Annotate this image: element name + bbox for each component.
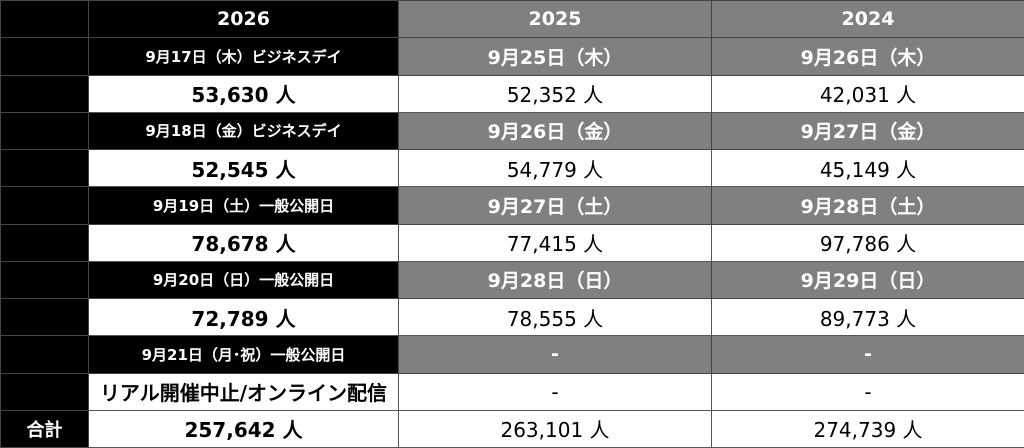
year-header: 2026 <box>88 0 399 39</box>
value-cell: 42,031 人 <box>711 74 1024 113</box>
value-row: 78,678 人 77,415 人 97,786 人 <box>0 223 1024 262</box>
value-row: 52,545 人 54,779 人 45,149 人 <box>0 148 1024 188</box>
value-cell: 52,545 人 <box>88 148 399 188</box>
side-cell <box>0 223 89 262</box>
value-cell: 97,786 人 <box>711 223 1024 262</box>
year-header: 2025 <box>398 0 712 39</box>
date-row: 9月19日（土）一般公開日 9月27日（土） 9月28日（土） <box>0 186 1024 225</box>
date-cell: 9月27日（金） <box>711 111 1024 151</box>
value-cell: リアル開催中止/オンライン配信 <box>88 372 399 411</box>
date-cell: 9月29日（日） <box>711 260 1024 300</box>
value-cell: 54,779 人 <box>398 148 712 188</box>
side-cell <box>0 37 89 76</box>
date-cell: 9月26日（金） <box>398 111 712 151</box>
side-cell <box>0 260 89 300</box>
date-cell: 9月21日（月･祝）一般公開日 <box>88 335 399 374</box>
date-cell: 9月28日（土） <box>711 186 1024 225</box>
total-label: 合計 <box>0 409 89 448</box>
header-row: 2026 2025 2024 <box>0 0 1024 39</box>
value-cell: 78,678 人 <box>88 223 399 262</box>
value-cell: - <box>711 372 1024 411</box>
date-cell: 9月17日（木）ビジネスデイ <box>88 37 399 76</box>
date-row: 9月20日（日）一般公開日 9月28日（日） 9月29日（日） <box>0 260 1024 300</box>
date-cell: 9月27日（土） <box>398 186 712 225</box>
value-cell: 52,352 人 <box>398 74 712 113</box>
value-cell: 53,630 人 <box>88 74 399 113</box>
date-row: 9月21日（月･祝）一般公開日 - - <box>0 335 1024 374</box>
total-cell: 263,101 人 <box>398 409 712 448</box>
total-cell: 274,739 人 <box>711 409 1024 448</box>
value-cell: - <box>398 372 712 411</box>
total-cell: 257,642 人 <box>88 409 399 448</box>
value-row: リアル開催中止/オンライン配信 - - <box>0 372 1024 411</box>
total-row: 合計 257,642 人 263,101 人 274,739 人 <box>0 409 1024 448</box>
value-cell: 77,415 人 <box>398 223 712 262</box>
value-row: 53,630 人 52,352 人 42,031 人 <box>0 74 1024 113</box>
side-cell <box>0 111 89 151</box>
date-row: 9月17日（木）ビジネスデイ 9月25日（木） 9月26日（木） <box>0 37 1024 76</box>
side-cell <box>0 148 89 188</box>
date-cell: 9月19日（土）一般公開日 <box>88 186 399 225</box>
value-cell: 45,149 人 <box>711 148 1024 188</box>
date-cell: 9月20日（日）一般公開日 <box>88 260 399 300</box>
value-cell: 78,555 人 <box>398 297 712 337</box>
date-cell: 9月26日（木） <box>711 37 1024 76</box>
date-cell: - <box>398 335 712 374</box>
side-cell <box>0 372 89 411</box>
corner-cell <box>0 0 89 39</box>
value-cell: 89,773 人 <box>711 297 1024 337</box>
date-row: 9月18日（金）ビジネスデイ 9月26日（金） 9月27日（金） <box>0 111 1024 151</box>
value-row: 72,789 人 78,555 人 89,773 人 <box>0 297 1024 337</box>
side-cell <box>0 74 89 113</box>
side-cell <box>0 186 89 225</box>
date-cell: 9月25日（木） <box>398 37 712 76</box>
side-cell <box>0 335 89 374</box>
date-cell: - <box>711 335 1024 374</box>
side-cell <box>0 297 89 337</box>
value-cell: 72,789 人 <box>88 297 399 337</box>
date-cell: 9月18日（金）ビジネスデイ <box>88 111 399 151</box>
date-cell: 9月28日（日） <box>398 260 712 300</box>
year-header: 2024 <box>711 0 1024 39</box>
